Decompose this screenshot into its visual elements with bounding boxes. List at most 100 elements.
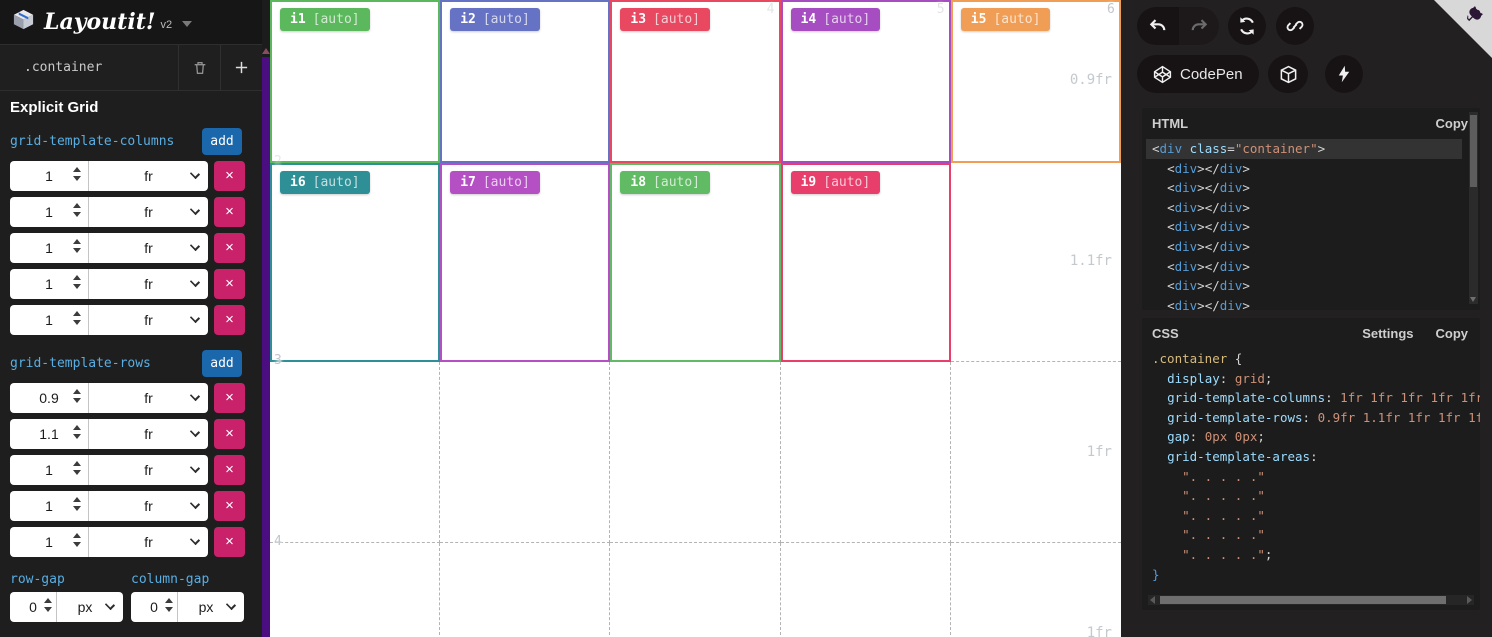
- stepper-icon[interactable]: [73, 461, 81, 475]
- remove-row-button[interactable]: ×: [214, 383, 245, 413]
- reset-button[interactable]: [1228, 7, 1266, 45]
- stepper-icon[interactable]: [73, 497, 81, 511]
- stepper-icon[interactable]: [73, 203, 81, 217]
- column-unit-select[interactable]: fr: [89, 233, 208, 263]
- column-size-input[interactable]: 1: [10, 197, 89, 227]
- grid-template-rows-label: grid-template-rows: [10, 356, 151, 371]
- remove-row-button[interactable]: ×: [214, 491, 245, 521]
- column-size-input[interactable]: 1: [10, 305, 89, 335]
- remove-column-button[interactable]: ×: [214, 305, 245, 335]
- remove-row-button[interactable]: ×: [214, 419, 245, 449]
- column-unit-select[interactable]: fr: [89, 305, 208, 335]
- column-unit-select[interactable]: fr: [89, 161, 208, 191]
- scroll-right-icon[interactable]: [1467, 596, 1472, 604]
- canvas-scrollbar[interactable]: [262, 0, 270, 637]
- scrollbar-thumb[interactable]: [1470, 115, 1477, 187]
- grid-empty-cell[interactable]: [440, 543, 611, 637]
- grid-item-i6[interactable]: i6 [auto]: [270, 162, 441, 362]
- column-size-input[interactable]: 1: [10, 161, 89, 191]
- stepper-icon[interactable]: [73, 239, 81, 253]
- scrollbar-thumb[interactable]: [262, 57, 270, 637]
- chevron-down-icon: [104, 599, 116, 611]
- remove-column-button[interactable]: ×: [214, 269, 245, 299]
- row-size-input[interactable]: 1.1: [10, 419, 89, 449]
- stepper-icon[interactable]: [44, 598, 52, 612]
- column-unit-select[interactable]: fr: [89, 197, 208, 227]
- row-unit-select[interactable]: fr: [89, 455, 208, 485]
- selector-name[interactable]: .container: [24, 60, 103, 75]
- css-code[interactable]: .container { display: grid; grid-templat…: [1142, 345, 1480, 583]
- row-gap-unit-select[interactable]: px: [57, 592, 123, 622]
- css-hscrollbar[interactable]: [1148, 595, 1474, 605]
- grid-item-i4[interactable]: i4 [auto]: [780, 0, 951, 163]
- delete-selector-button[interactable]: [178, 44, 220, 91]
- scroll-down-icon[interactable]: [1470, 297, 1476, 302]
- stepper-icon[interactable]: [73, 389, 81, 403]
- scroll-up-icon[interactable]: [262, 48, 270, 54]
- quick-export-button[interactable]: [1325, 55, 1363, 93]
- html-scrollbar[interactable]: [1469, 112, 1478, 304]
- codesandbox-button[interactable]: [1268, 55, 1308, 93]
- grid-item-i1[interactable]: i1 [auto]: [270, 0, 441, 163]
- row-unit-select[interactable]: fr: [89, 491, 208, 521]
- redo-button[interactable]: [1179, 7, 1219, 45]
- row-unit-select[interactable]: fr: [89, 419, 208, 449]
- grid-item-i9[interactable]: i9 [auto]: [780, 162, 951, 362]
- stepper-icon[interactable]: [73, 425, 81, 439]
- add-selector-button[interactable]: [220, 44, 262, 91]
- row-gap-input[interactable]: 0: [10, 592, 57, 622]
- grid-empty-cell[interactable]: [270, 543, 441, 637]
- stepper-icon[interactable]: [73, 275, 81, 289]
- scrollbar-thumb[interactable]: [1160, 596, 1446, 604]
- grid-canvas[interactable]: i1 [auto] i2 [auto] i3 [auto] i4 [auto] i5 [auto]…: [270, 0, 1121, 637]
- stepper-icon[interactable]: [165, 598, 173, 612]
- grid-empty-cell[interactable]: [610, 543, 781, 637]
- grid-item-i2[interactable]: i2 [auto]: [440, 0, 611, 163]
- codepen-button[interactable]: CodePen: [1137, 55, 1259, 93]
- grid-empty-cell[interactable]: [610, 362, 781, 543]
- remove-column-button[interactable]: ×: [214, 161, 245, 191]
- grid-empty-cell[interactable]: [440, 362, 611, 543]
- remove-column-button[interactable]: ×: [214, 233, 245, 263]
- grid-item-i3[interactable]: i3 [auto]: [610, 0, 781, 163]
- row-unit-select[interactable]: fr: [89, 383, 208, 413]
- grid-item-i7[interactable]: i7 [auto]: [440, 162, 611, 362]
- grid-item-i8[interactable]: i8 [auto]: [610, 162, 781, 362]
- grid-empty-cell[interactable]: [951, 543, 1121, 637]
- undo-button[interactable]: [1137, 7, 1179, 45]
- row-size-input[interactable]: 1: [10, 491, 89, 521]
- column-unit-select[interactable]: fr: [89, 269, 208, 299]
- grid-empty-cell[interactable]: [270, 362, 441, 543]
- html-code[interactable]: <div class="container"> <div></div> <div…: [1142, 135, 1480, 313]
- remove-row-button[interactable]: ×: [214, 527, 245, 557]
- grid-empty-cell[interactable]: [950, 362, 1121, 543]
- row-unit-select[interactable]: fr: [89, 527, 208, 557]
- css-settings-button[interactable]: Settings: [1362, 326, 1414, 341]
- remove-row-button[interactable]: ×: [214, 455, 245, 485]
- column-gap-unit-select[interactable]: px: [178, 592, 244, 622]
- grid-item-i5[interactable]: i5 [auto]: [950, 0, 1121, 163]
- grid-empty-cell[interactable]: [950, 163, 1121, 362]
- grid-empty-cell[interactable]: [780, 362, 951, 543]
- row-size-input[interactable]: 1: [10, 527, 89, 557]
- stepper-icon[interactable]: [73, 167, 81, 181]
- grid-empty-cell[interactable]: [781, 543, 951, 637]
- chevron-down-icon: [189, 204, 201, 216]
- html-copy-button[interactable]: Copy: [1435, 116, 1469, 131]
- row-size-input[interactable]: 1: [10, 455, 89, 485]
- add-row-button[interactable]: add: [202, 350, 242, 377]
- stepper-icon[interactable]: [73, 311, 81, 325]
- permalink-button[interactable]: [1276, 7, 1314, 45]
- scroll-left-icon[interactable]: [1150, 596, 1155, 604]
- version-caret-icon[interactable]: [182, 21, 193, 27]
- column-size-input[interactable]: 1: [10, 269, 89, 299]
- code-line: gap: 0px 0px;: [1167, 429, 1265, 445]
- css-copy-button[interactable]: Copy: [1435, 326, 1469, 341]
- remove-column-button[interactable]: ×: [214, 197, 245, 227]
- row-size-input[interactable]: 0.9: [10, 383, 89, 413]
- stepper-icon[interactable]: [73, 533, 81, 547]
- column-gap-input[interactable]: 0: [131, 592, 178, 622]
- github-corner[interactable]: [1434, 0, 1492, 58]
- column-size-input[interactable]: 1: [10, 233, 89, 263]
- add-column-button[interactable]: add: [202, 128, 242, 155]
